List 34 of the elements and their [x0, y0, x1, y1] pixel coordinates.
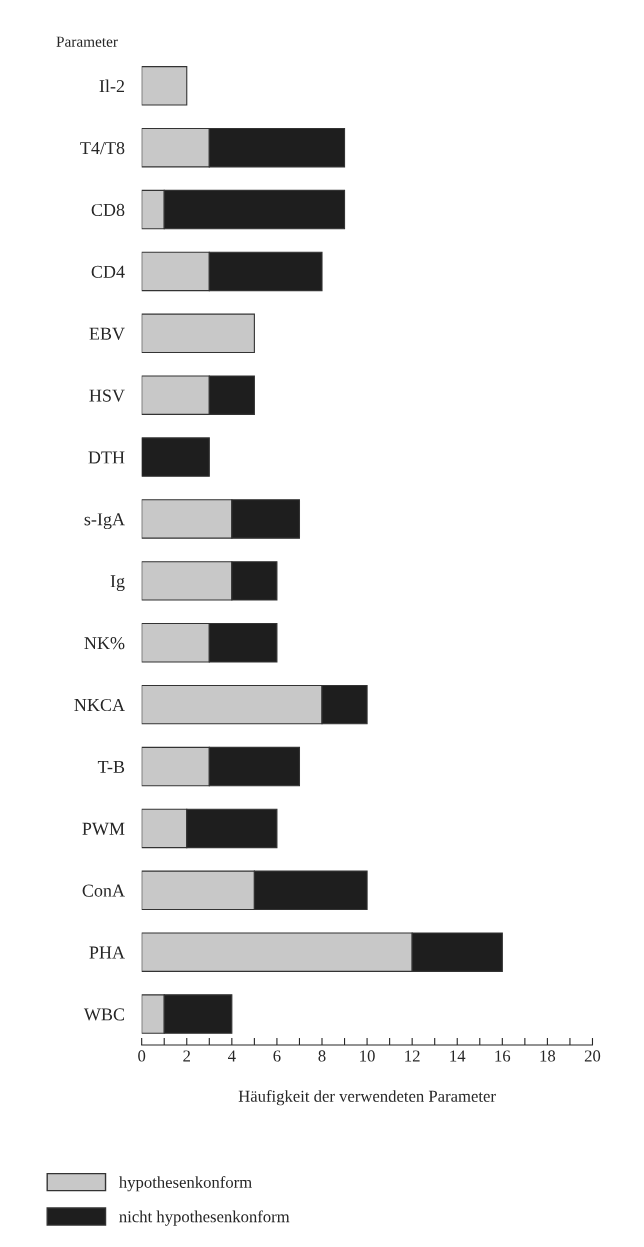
- y-tick-label: NK%: [84, 637, 125, 650]
- x-tick-label: 18: [540, 1050, 556, 1062]
- y-tick-label: PWM: [82, 822, 125, 835]
- y-axis-title: Parameter: [56, 36, 118, 47]
- x-tick-label: 4: [228, 1050, 236, 1062]
- x-tick-label: 20: [584, 1050, 601, 1062]
- legend-label: hypothesenkonform: [119, 1176, 252, 1192]
- y-tick-label: WBC: [83, 1008, 125, 1021]
- bar: [141, 313, 255, 354]
- x-axis-title: Häufigkeit der verwendeten Parameter: [238, 1089, 496, 1106]
- x-tick-label: 10: [360, 1050, 375, 1062]
- x-tick-label: 8: [318, 1050, 326, 1062]
- y-tick-label: EBV: [89, 327, 125, 340]
- y-tick-label: PHA: [89, 946, 125, 959]
- y-tick-label: Ig: [110, 575, 125, 591]
- bar: [141, 437, 210, 477]
- y-tick-label: DTH: [88, 451, 125, 464]
- y-tick-label: T-B: [97, 760, 125, 773]
- x-tick-label: 16: [495, 1050, 511, 1062]
- x-tick-label: 12: [405, 1050, 420, 1062]
- x-tick-label: 2: [183, 1050, 191, 1062]
- y-tick-label: s-IgA: [84, 513, 125, 530]
- x-tick-label: 6: [273, 1050, 281, 1062]
- y-tick-label: NKCA: [74, 698, 125, 712]
- y-tick-label: Il-2: [99, 79, 125, 93]
- y-tick-label: ConA: [82, 884, 125, 897]
- x-tick-label: 14: [450, 1050, 466, 1062]
- y-tick-label: T4/T8: [80, 141, 125, 155]
- x-tick-label: 0: [138, 1050, 146, 1062]
- bar: [141, 66, 188, 106]
- y-tick-label: HSV: [89, 389, 125, 402]
- legend-label: nicht hypothesenkonform: [119, 1210, 290, 1226]
- y-tick-label: CD4: [91, 265, 125, 278]
- y-tick-label: CD8: [91, 203, 125, 217]
